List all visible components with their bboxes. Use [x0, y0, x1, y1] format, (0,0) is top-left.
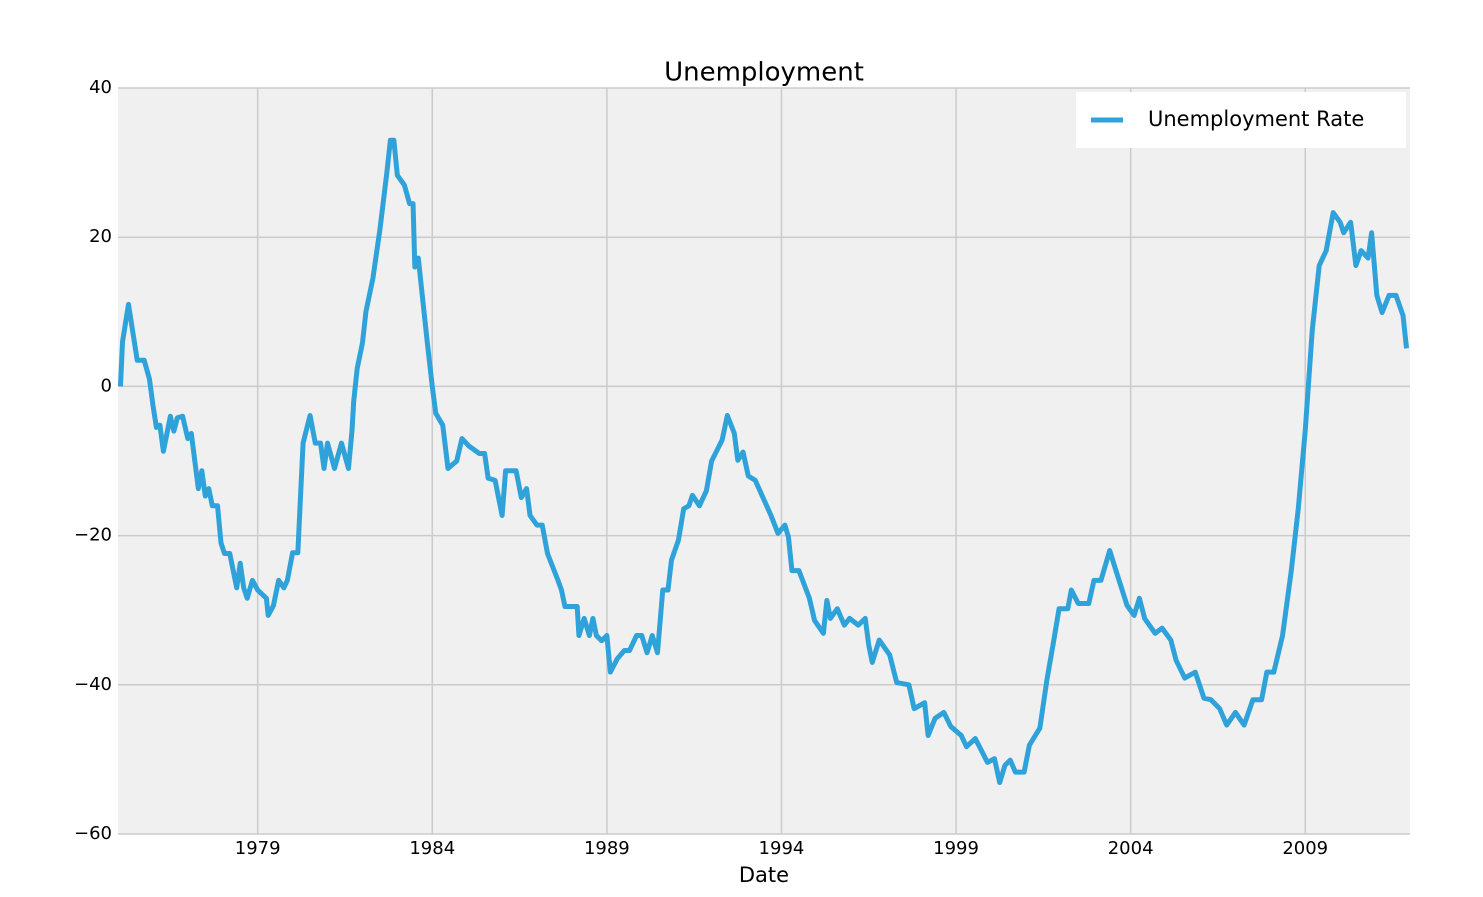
x-tick-label: 2004 — [1108, 838, 1154, 859]
y-tick-label: 40 — [89, 77, 112, 98]
x-tick-label: 1984 — [409, 838, 455, 859]
grid — [118, 87, 1410, 835]
plot — [117, 137, 1409, 786]
plot-area — [118, 88, 1410, 834]
y-tick-label: 0 — [101, 375, 112, 396]
x-tick-label: 1999 — [933, 838, 979, 859]
x-tick-label: 1989 — [584, 838, 630, 859]
y-tick-label: −40 — [74, 674, 112, 695]
legend: Unemployment Rate — [1076, 92, 1406, 148]
legend-box — [1076, 92, 1406, 148]
data-line — [117, 137, 1409, 786]
x-tick-label: 1979 — [235, 838, 281, 859]
x-axis-label: Date — [739, 863, 789, 887]
legend-label: Unemployment Rate — [1148, 107, 1364, 131]
y-tick-label: −60 — [74, 823, 112, 844]
chart-title: Unemployment — [664, 58, 864, 88]
x-tick-label: 2009 — [1282, 838, 1328, 859]
y-tick-label: −20 — [74, 525, 112, 546]
x-tick-label: 1994 — [759, 838, 805, 859]
y-tick-label: 20 — [89, 226, 112, 247]
